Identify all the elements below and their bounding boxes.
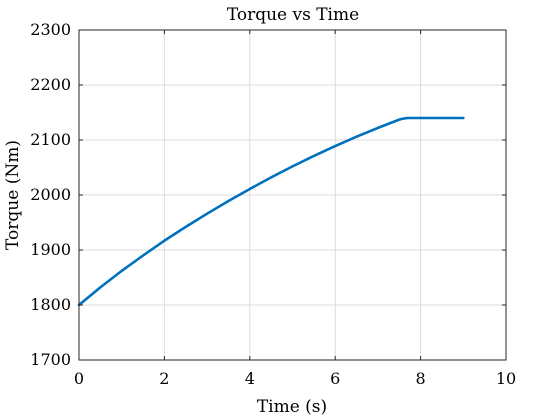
- grid-lines: [78, 29, 507, 361]
- y-tick-labels: 1700 1800 1900 2000 2100 2200 2300: [30, 20, 71, 369]
- x-tick-label: 6: [330, 369, 340, 388]
- y-tick-label: 1700: [30, 350, 71, 369]
- x-tick-label: 0: [74, 369, 84, 388]
- x-tick-label: 8: [416, 369, 426, 388]
- x-tick-label: 10: [496, 369, 516, 388]
- y-tick-label: 1800: [30, 295, 71, 314]
- x-tick-label: 4: [245, 369, 255, 388]
- y-axis-label: Torque (Nm): [3, 140, 23, 250]
- y-tick-label: 2300: [30, 20, 71, 39]
- x-tick-label: 2: [159, 369, 169, 388]
- y-tick-label: 2200: [30, 75, 71, 94]
- series-layer: [77, 116, 465, 307]
- chart-title: Torque vs Time: [227, 5, 359, 25]
- x-axis-label: Time (s): [257, 397, 327, 417]
- x-tick-labels: 0 2 4 6 8 10: [74, 369, 516, 388]
- axis-ticks: [78, 29, 507, 361]
- y-tick-label: 2000: [30, 185, 71, 204]
- y-tick-label: 2100: [30, 130, 71, 149]
- y-tick-label: 1900: [30, 240, 71, 259]
- torque-series-line: [77, 116, 465, 307]
